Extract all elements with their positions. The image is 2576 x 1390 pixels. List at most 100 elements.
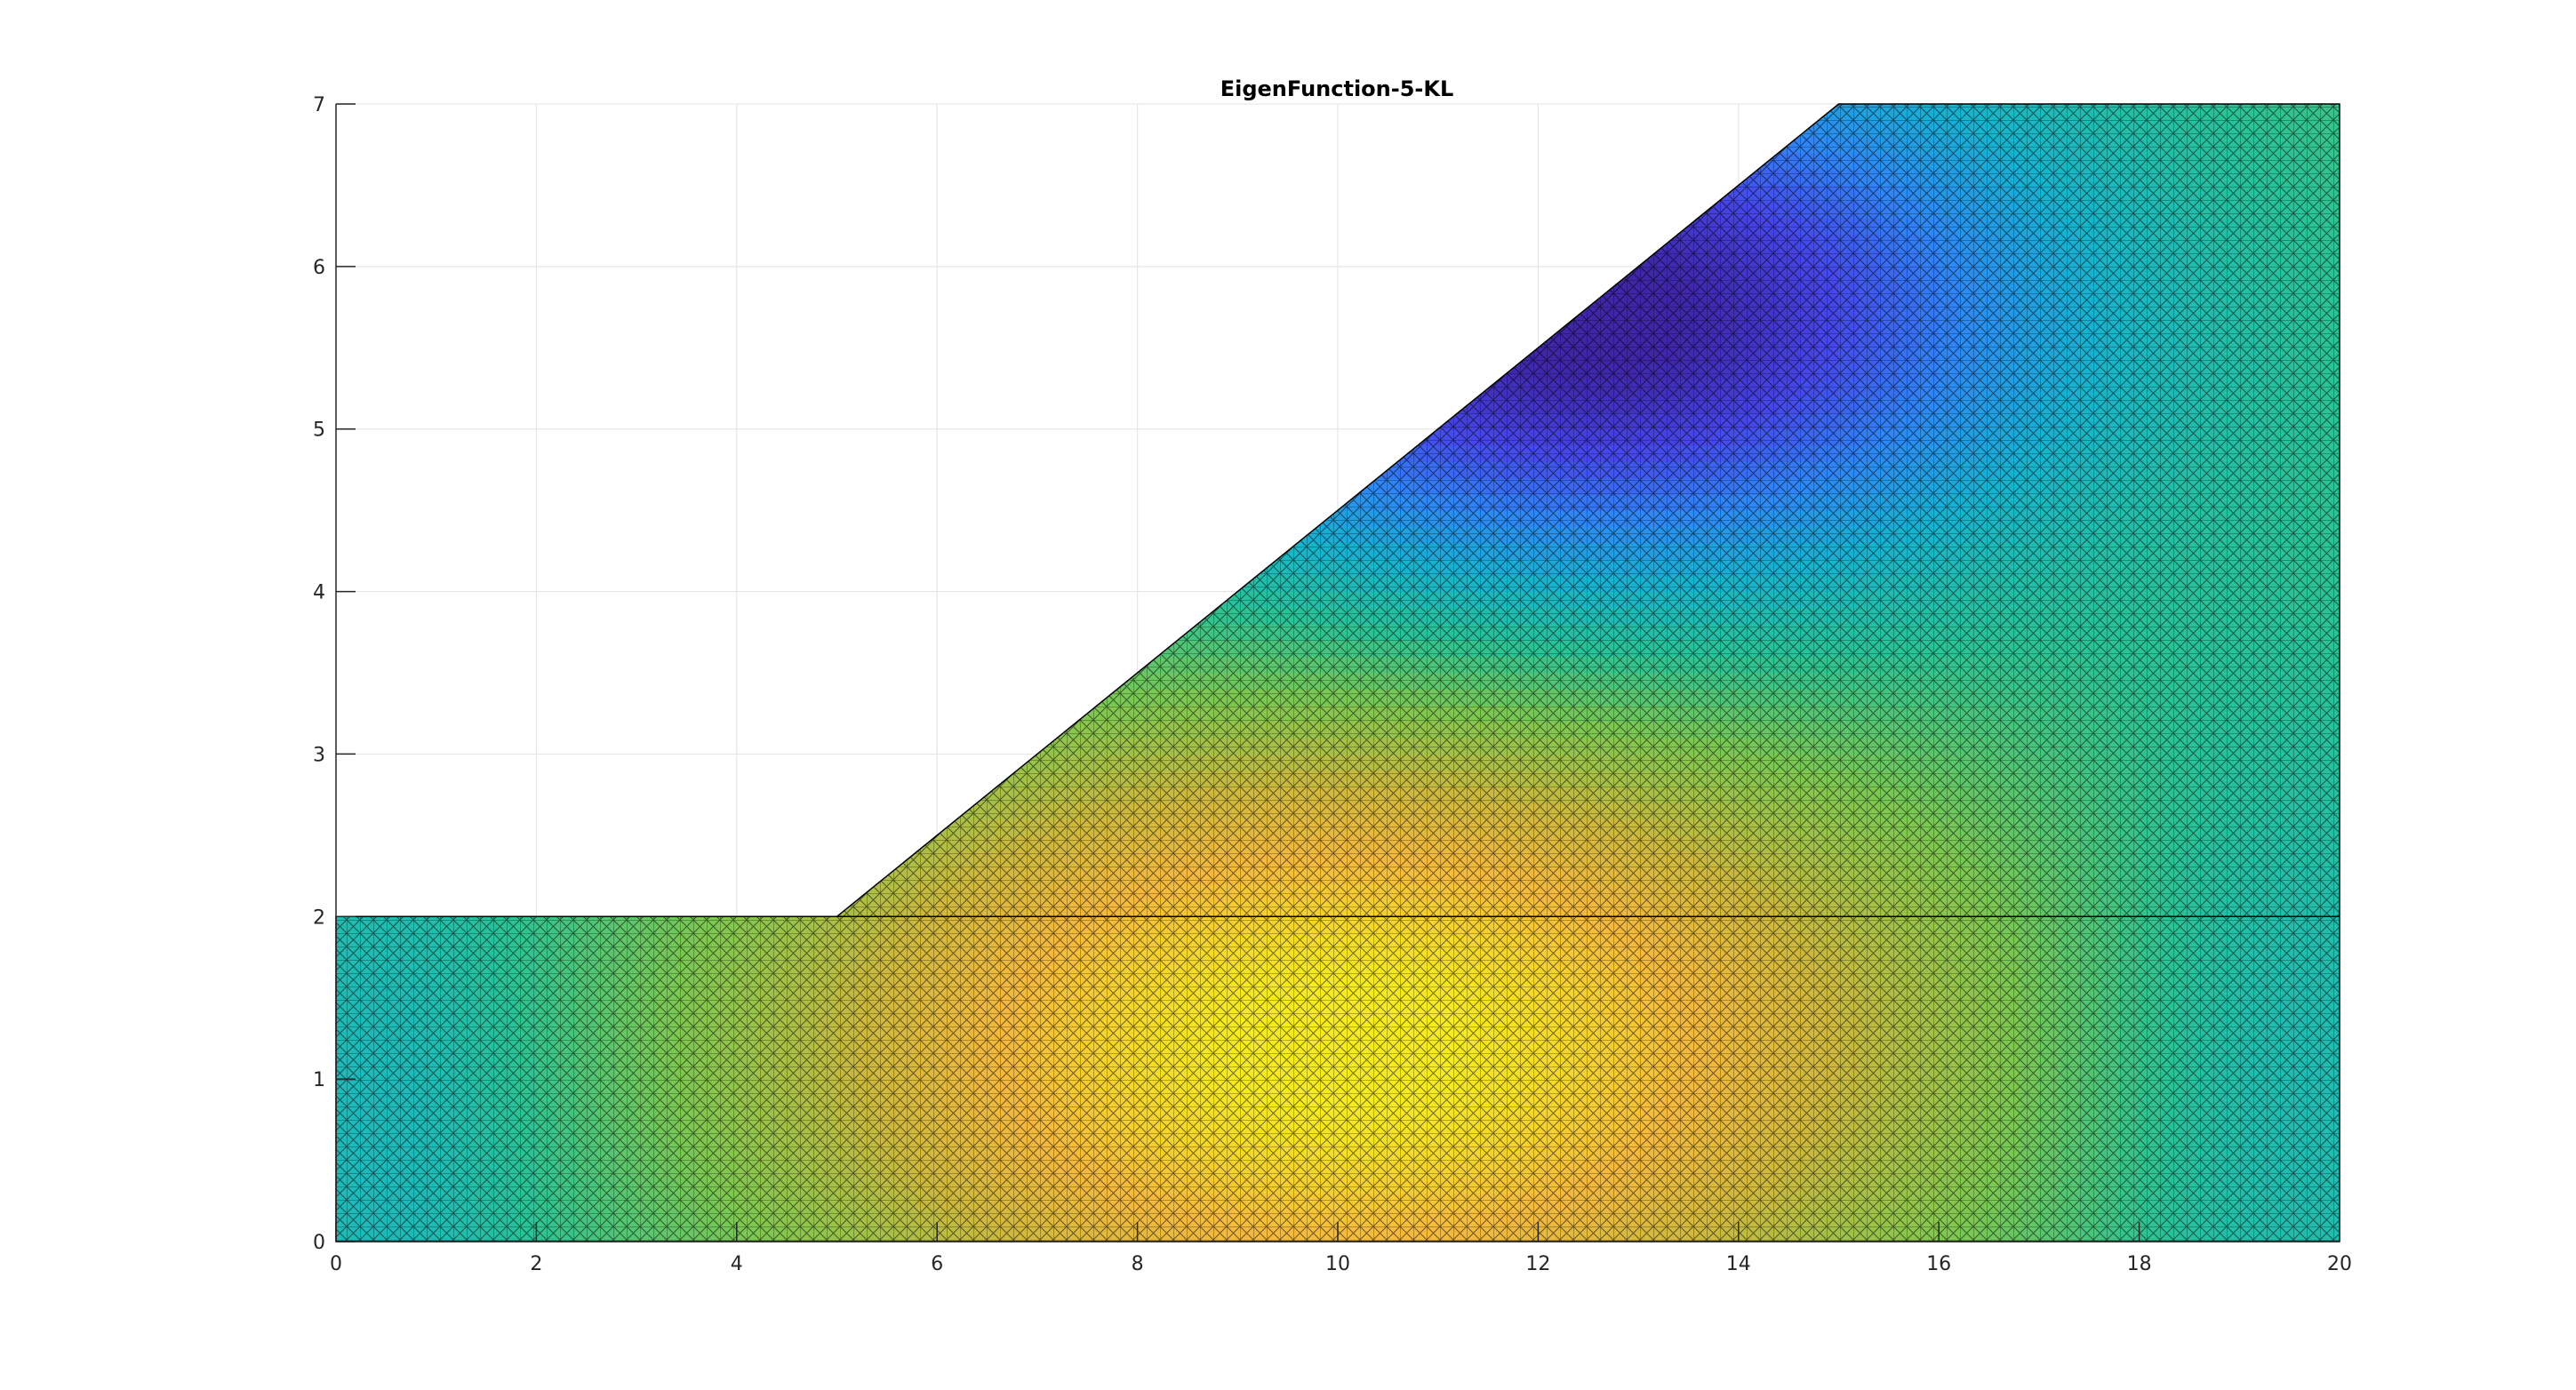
field-cell-3692 xyxy=(1378,379,1399,397)
field-cell-939 xyxy=(596,754,618,771)
field-cell-4259 xyxy=(1538,266,1559,284)
field-cell-1093 xyxy=(636,526,658,544)
field-cell-3555 xyxy=(1338,332,1359,348)
field-cell-1865 xyxy=(857,493,878,511)
field-cell-1737 xyxy=(816,299,838,316)
field-cell-822 xyxy=(556,379,578,397)
field-cell-459 xyxy=(456,591,477,609)
field-cell-386 xyxy=(436,640,457,658)
field-cell-604 xyxy=(496,510,517,528)
field-cell-208 xyxy=(376,120,397,138)
field-cell-4116 xyxy=(1498,315,1519,332)
field-cell-557 xyxy=(476,136,497,154)
field-cell-1023 xyxy=(616,526,637,544)
field-cell-255 xyxy=(396,493,417,511)
field-cell-193 xyxy=(376,363,397,381)
field-cell-1322 xyxy=(696,218,717,235)
field-cell-398 xyxy=(436,445,457,462)
field-cell-540 xyxy=(476,412,497,430)
field-cell-2026 xyxy=(897,152,918,170)
field-cell-2929 xyxy=(1157,266,1179,284)
field-cell-831 xyxy=(556,234,578,252)
field-cell-1019 xyxy=(616,591,637,609)
field-cell-3566 xyxy=(1338,152,1359,170)
field-cell-4756 xyxy=(1678,152,1700,170)
field-cell-3002 xyxy=(1177,218,1198,235)
field-cell-2203 xyxy=(956,689,978,707)
field-cell-3834 xyxy=(1418,348,1439,365)
field-cell-4127 xyxy=(1498,136,1519,154)
field-cell-529 xyxy=(476,591,497,609)
field-cell-1099 xyxy=(636,428,658,446)
field-cell-246 xyxy=(396,640,417,658)
field-cell-4616 xyxy=(1638,152,1660,170)
field-cell-2429 xyxy=(1017,428,1038,446)
field-cell-1988 xyxy=(897,770,918,787)
field-cell-617 xyxy=(496,299,517,316)
field-cell-201 xyxy=(376,234,397,252)
field-cell-2984 xyxy=(1177,510,1198,528)
field-cell-130 xyxy=(356,250,377,268)
field-cell-2143 xyxy=(937,526,958,544)
field-cell-1633 xyxy=(796,851,818,869)
field-cell-2854 xyxy=(1137,348,1158,365)
field-cell-57 xyxy=(336,299,357,316)
field-cell-2285 xyxy=(977,493,998,511)
field-cell-4473 xyxy=(1598,201,1620,219)
field-cell-4825 xyxy=(1698,169,1719,187)
field-cell-1500 xyxy=(756,738,778,755)
field-cell-4258 xyxy=(1538,283,1559,300)
field-cell-1327 xyxy=(696,136,717,154)
field-cell-2985 xyxy=(1177,493,1198,511)
field-cell-3848 xyxy=(1418,120,1439,138)
field-cell-2146 xyxy=(937,477,958,495)
field-cell-3628 xyxy=(1357,283,1379,300)
field-cell-4187 xyxy=(1517,299,1539,316)
field-cell-543 xyxy=(476,363,497,381)
field-cell-1852 xyxy=(857,705,878,723)
field-cell-883 xyxy=(576,526,597,544)
field-cell-2911 xyxy=(1157,559,1179,576)
field-cell-2006 xyxy=(897,477,918,495)
field-cell-61 xyxy=(336,234,357,252)
field-cell-1355 xyxy=(716,819,738,836)
field-cell-4260 xyxy=(1538,250,1559,268)
field-cell-1575 xyxy=(776,656,798,674)
field-cell-2486 xyxy=(1036,640,1059,658)
field-cell-2769 xyxy=(1117,591,1139,609)
field-cell-1804 xyxy=(836,348,858,365)
field-cell-2210 xyxy=(956,575,978,593)
field-cell-2720 xyxy=(1097,250,1118,268)
field-cell-2483 xyxy=(1036,689,1059,707)
field-cell-482 xyxy=(456,218,477,235)
field-cell-533 xyxy=(476,526,497,544)
field-cell-951 xyxy=(596,559,618,576)
field-cell-792 xyxy=(556,867,578,885)
field-cell-1467 xyxy=(736,136,757,154)
field-cell-1844 xyxy=(857,835,878,852)
field-cell-1240 xyxy=(676,412,698,430)
field-cell-903 xyxy=(576,201,597,219)
field-cell-4126 xyxy=(1498,152,1519,170)
field-cell-2307 xyxy=(977,136,998,154)
field-cell-2099 xyxy=(916,104,938,121)
field-cell-3198 xyxy=(1237,445,1259,462)
field-cell-2716 xyxy=(1097,315,1118,332)
field-cell-868 xyxy=(576,770,597,787)
field-cell-3345 xyxy=(1277,332,1299,348)
field-cell-1667 xyxy=(796,299,818,316)
field-cell-1112 xyxy=(636,218,658,235)
field-cell-2495 xyxy=(1036,493,1059,511)
field-cell-1218 xyxy=(676,770,698,787)
field-cell-2010 xyxy=(897,412,918,430)
field-cell-816 xyxy=(556,477,578,495)
field-cell-3493 xyxy=(1317,201,1339,219)
field-cell-3269 xyxy=(1257,428,1278,446)
field-cell-4121 xyxy=(1498,234,1519,252)
field-cell-1299 xyxy=(696,591,717,609)
field-cell-2376 xyxy=(996,152,1018,170)
field-cell-592 xyxy=(496,705,517,723)
field-cell-62 xyxy=(336,218,357,235)
field-cell-1735 xyxy=(816,332,838,348)
field-cell-53 xyxy=(336,363,357,381)
